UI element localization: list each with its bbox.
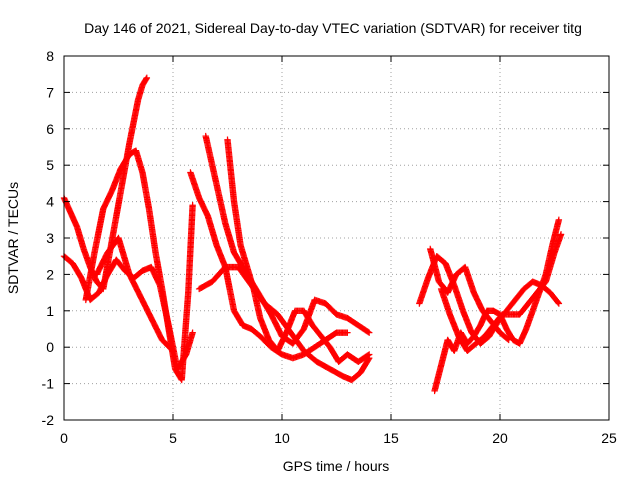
y-tick-label: 2 — [46, 266, 54, 282]
data-point — [365, 355, 372, 363]
y-tick-label: 1 — [46, 303, 54, 319]
data-point — [366, 329, 373, 336]
data-point — [505, 336, 512, 344]
data-point — [555, 216, 563, 223]
data-point — [555, 300, 563, 307]
axis-ticks: 0 5 10 15 20 25 -2 -1 0 1 2 3 4 5 6 7 8 — [42, 48, 617, 446]
data-point — [143, 74, 151, 82]
data-point — [554, 299, 562, 306]
data-point — [168, 346, 176, 354]
data-point — [169, 347, 177, 355]
data-point — [143, 75, 150, 83]
series-arc-11 — [427, 245, 512, 344]
series-arc-5 — [202, 132, 373, 347]
series-arc-12 — [437, 231, 565, 355]
data-point — [504, 335, 511, 343]
y-axis-label: SDTVAR / TECUs — [5, 182, 21, 294]
series-arc-8 — [195, 263, 373, 384]
series-arc-4 — [93, 234, 177, 355]
y-tick-label: -2 — [42, 412, 55, 428]
y-tick-label: 6 — [46, 121, 54, 137]
data-point — [365, 328, 372, 336]
y-tick-label: 4 — [46, 194, 54, 210]
x-axis-label: GPS time / hours — [283, 458, 390, 474]
data-point — [344, 329, 351, 336]
x-tick-label: 25 — [601, 430, 617, 446]
chart-title: Day 146 of 2021, Sidereal Day-to-day VTE… — [84, 20, 582, 36]
x-tick-label: 15 — [383, 430, 399, 446]
x-tick-label: 0 — [60, 430, 68, 446]
y-tick-label: 5 — [46, 157, 54, 173]
data-point — [189, 202, 196, 209]
y-tick-label: 7 — [46, 84, 54, 100]
y-tick-label: 8 — [46, 48, 54, 64]
series-arc-7 — [224, 136, 373, 365]
grid-lines — [64, 56, 609, 420]
series-arc-10 — [431, 216, 563, 395]
data-points — [60, 74, 565, 395]
plot-frame — [63, 55, 610, 421]
y-tick-label: 0 — [46, 339, 54, 355]
x-tick-label: 20 — [492, 430, 508, 446]
x-tick-label: 5 — [169, 430, 177, 446]
data-point — [366, 354, 373, 362]
y-tick-label: -1 — [42, 376, 55, 392]
data-point — [189, 329, 196, 336]
y-tick-label: 3 — [46, 230, 54, 246]
data-point — [557, 231, 565, 238]
series-arc-3 — [82, 147, 196, 384]
x-tick-label: 10 — [274, 430, 290, 446]
